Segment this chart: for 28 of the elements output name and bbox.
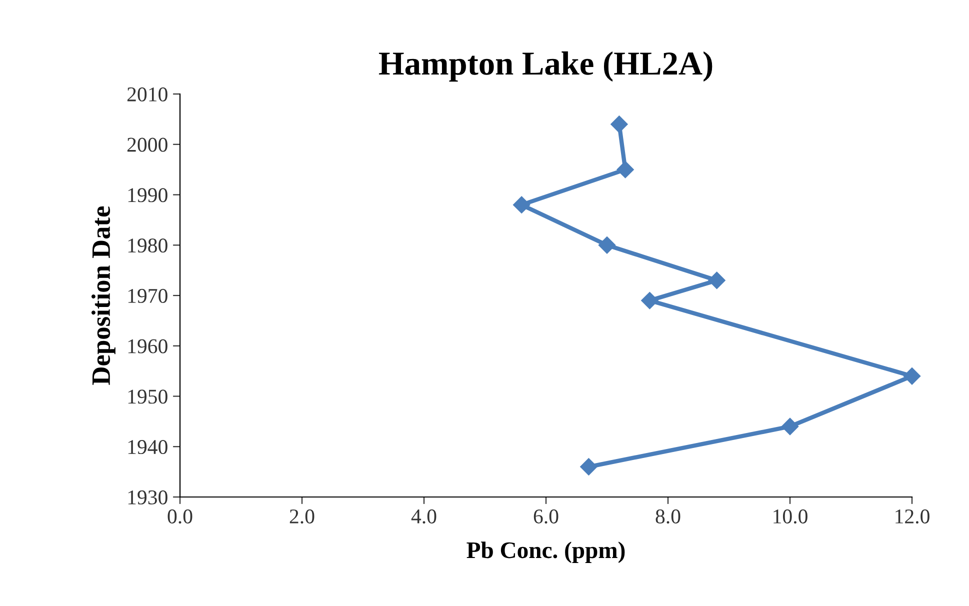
y-tick-label: 1980	[128, 238, 168, 253]
x-tick-label: 0.0	[168, 509, 192, 524]
y-tick-label: 2000	[127, 138, 168, 152]
x-tick-label: 8.0	[656, 509, 680, 524]
y-tick-label: 1930	[128, 490, 168, 504]
y-axis-title: Deposition Date	[91, 206, 116, 385]
point	[781, 418, 799, 436]
x-tick-label: 12.0	[896, 509, 930, 524]
x-tick-label: 6.0	[534, 509, 558, 524]
y-tick-label: 2010	[127, 87, 168, 102]
point	[708, 272, 726, 289]
point	[903, 368, 921, 385]
point	[598, 236, 616, 254]
x-tick-label: 10.0	[774, 509, 808, 524]
x-tick-label: 2.0	[290, 509, 314, 524]
y-tick-label: 1950	[128, 390, 168, 404]
y-tick-label: 1970	[128, 288, 168, 303]
point	[513, 196, 530, 214]
x-tick-label: 4.0	[411, 509, 436, 524]
chart-title: Hampton Lake (HL2A)	[378, 51, 712, 82]
point	[580, 458, 598, 476]
y-tick-label: 1960	[128, 339, 168, 354]
point	[610, 116, 628, 133]
point	[616, 161, 634, 178]
point	[641, 292, 658, 310]
y-tick-label: 1940	[128, 440, 168, 454]
x-axis-title: Pb Conc. (ppm)	[466, 542, 625, 563]
y-tick-label: 1990	[128, 188, 168, 202]
